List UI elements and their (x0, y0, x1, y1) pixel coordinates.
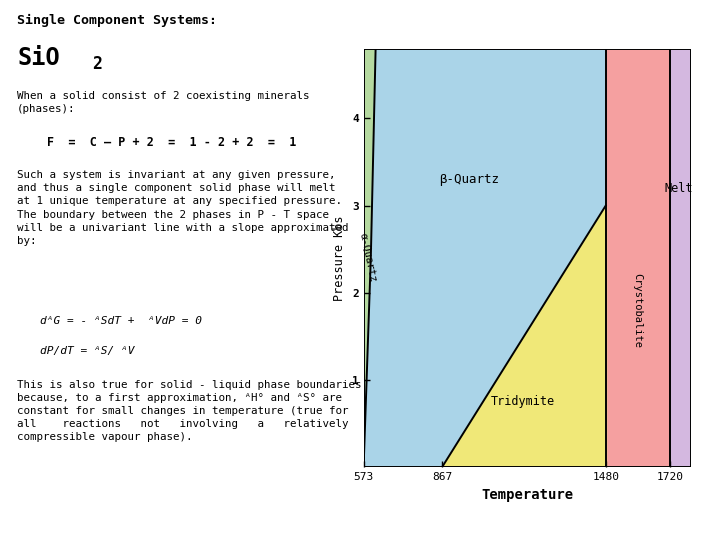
Y-axis label: Pressure Kbs: Pressure Kbs (333, 215, 346, 301)
Text: Single Component Systems:: Single Component Systems: (17, 14, 217, 26)
X-axis label: Temperature: Temperature (482, 488, 573, 502)
Text: 2: 2 (91, 55, 102, 73)
Text: F  =  C – P + 2  =  1 - 2 + 2  =  1: F = C – P + 2 = 1 - 2 + 2 = 1 (47, 136, 297, 149)
Text: SiO: SiO (17, 46, 60, 70)
Text: α-Quartz: α-Quartz (359, 232, 379, 284)
Polygon shape (606, 49, 670, 467)
Text: dP/dT = ᴬS/ ᴬV: dP/dT = ᴬS/ ᴬV (40, 346, 135, 356)
Text: β-Quartz: β-Quartz (440, 173, 500, 186)
Polygon shape (364, 49, 376, 467)
Text: Such a system is invariant at any given pressure,
and thus a single component so: Such a system is invariant at any given … (17, 170, 348, 246)
Text: dᴬG = - ᴬSdT +  ᴬVdP = 0: dᴬG = - ᴬSdT + ᴬVdP = 0 (40, 316, 202, 326)
Polygon shape (364, 49, 606, 467)
Text: Crystobalite: Crystobalite (632, 273, 642, 348)
Polygon shape (442, 206, 606, 467)
Text: Melt: Melt (665, 181, 693, 194)
Text: This is also true for solid - liquid phase boundaries
because, to a first approx: This is also true for solid - liquid pha… (17, 380, 361, 442)
Text: When a solid consist of 2 coexisting minerals
(phases):: When a solid consist of 2 coexisting min… (17, 91, 310, 114)
Text: Tridymite: Tridymite (491, 395, 555, 408)
Polygon shape (670, 49, 691, 467)
